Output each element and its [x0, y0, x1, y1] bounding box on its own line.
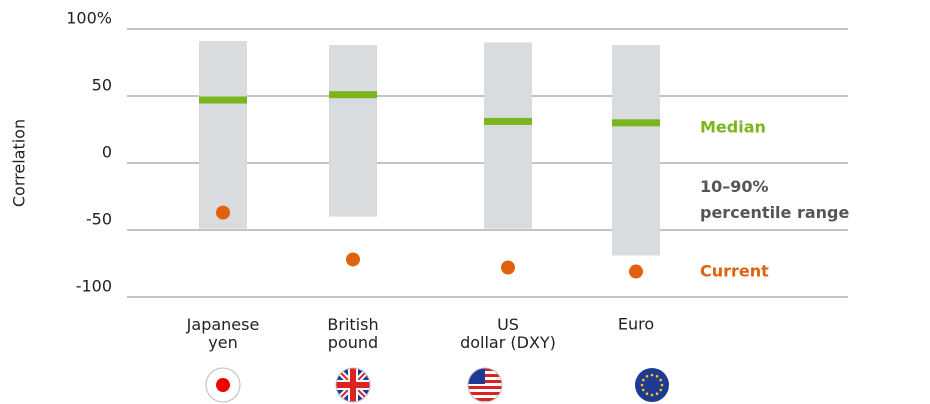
legend-range: 10–90% percentile range: [700, 177, 849, 222]
current-dot: [216, 205, 230, 220]
legend-median: Median: [700, 118, 766, 137]
y-axis-label: Correlation: [10, 119, 29, 207]
y-tick-label: 0: [102, 143, 112, 162]
y-tick-label: -100: [76, 277, 112, 296]
current-dot: [501, 260, 515, 275]
x-tick-label: US dollar (DXY): [460, 315, 556, 352]
median-mark: [329, 91, 377, 99]
flags: [205, 367, 669, 403]
current-dot: [346, 252, 360, 267]
median-mark: [484, 117, 532, 125]
median-mark: [199, 96, 247, 104]
flag-japan: [205, 367, 241, 403]
flag-eu: [635, 368, 669, 402]
x-tick-label: Euro: [618, 315, 654, 334]
y-tick-label: 100%: [66, 9, 112, 28]
x-tick-label: British pound: [327, 315, 378, 352]
range-bar: [612, 45, 660, 256]
range-bar: [329, 45, 377, 217]
current-dot: [629, 264, 643, 279]
flag-us: [467, 367, 503, 403]
median-mark: [612, 119, 660, 127]
flag-uk: [335, 367, 371, 403]
range-bar: [484, 42, 532, 229]
x-tick-label: Japanese yen: [186, 315, 260, 352]
y-tick-label: -50: [86, 210, 112, 229]
y-tick-label: 50: [92, 76, 112, 95]
legend-current: Current: [700, 262, 769, 281]
range-bar: [199, 41, 247, 229]
